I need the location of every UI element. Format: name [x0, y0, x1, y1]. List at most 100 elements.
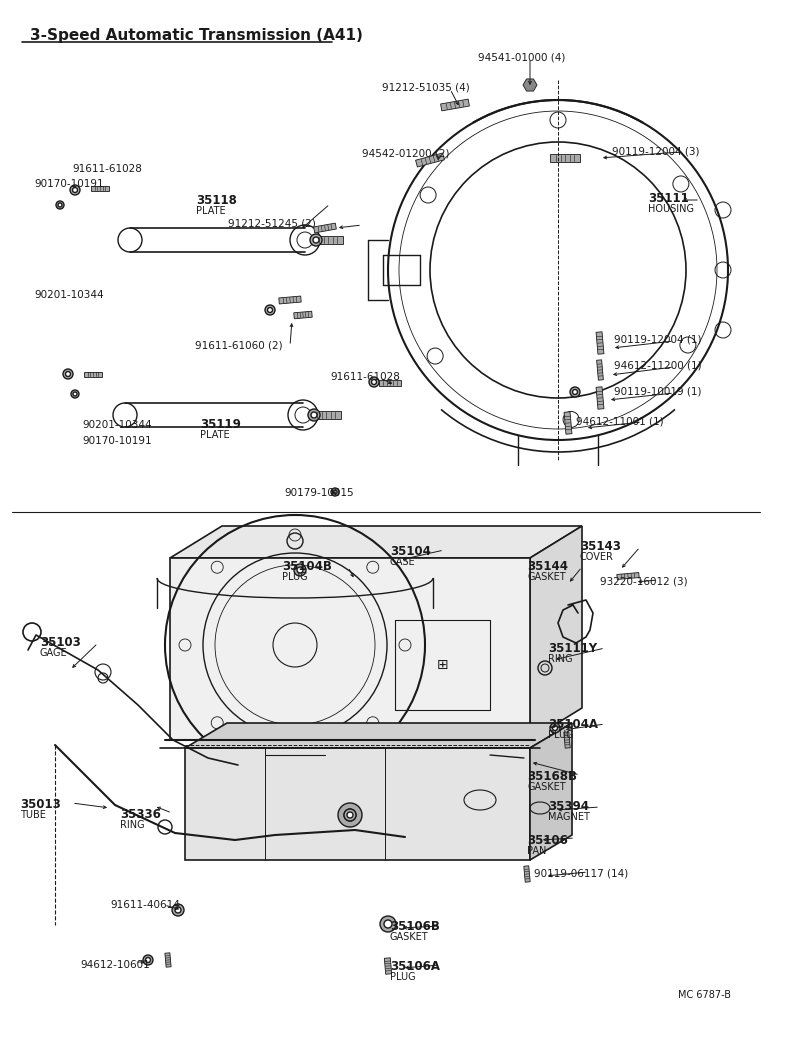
- Text: HOUSING: HOUSING: [648, 204, 694, 214]
- Text: GAGE: GAGE: [40, 648, 67, 658]
- Text: GASKET: GASKET: [527, 782, 565, 792]
- Circle shape: [70, 185, 80, 195]
- Polygon shape: [530, 723, 572, 860]
- Circle shape: [308, 410, 320, 421]
- Circle shape: [58, 203, 62, 207]
- Text: 35394: 35394: [548, 800, 589, 813]
- Text: GASKET: GASKET: [390, 932, 428, 942]
- Polygon shape: [550, 154, 580, 162]
- Polygon shape: [596, 386, 604, 410]
- Polygon shape: [617, 572, 639, 580]
- Text: MAGNET: MAGNET: [548, 812, 590, 822]
- Text: 35013: 35013: [20, 798, 61, 811]
- Circle shape: [333, 490, 337, 493]
- Polygon shape: [314, 224, 337, 233]
- Text: 94612-11200 (1): 94612-11200 (1): [614, 360, 702, 370]
- Text: 35106A: 35106A: [390, 960, 440, 973]
- Text: 35111: 35111: [648, 192, 689, 205]
- Polygon shape: [416, 153, 444, 167]
- Circle shape: [347, 812, 353, 818]
- Text: 90201-10344: 90201-10344: [82, 420, 151, 430]
- Circle shape: [268, 308, 272, 313]
- Text: 35168B: 35168B: [527, 770, 577, 783]
- Text: 90201-10344: 90201-10344: [34, 290, 104, 300]
- Circle shape: [369, 377, 379, 387]
- Circle shape: [146, 958, 150, 963]
- Circle shape: [73, 392, 77, 396]
- Polygon shape: [524, 866, 530, 882]
- Text: 35104A: 35104A: [548, 718, 598, 731]
- Text: 35118: 35118: [196, 194, 237, 207]
- Polygon shape: [384, 958, 392, 974]
- Polygon shape: [596, 360, 604, 380]
- Text: 35119: 35119: [200, 418, 241, 430]
- Text: 35104B: 35104B: [282, 560, 332, 573]
- Text: PLATE: PLATE: [196, 206, 226, 216]
- Text: 90170-10191: 90170-10191: [82, 436, 151, 446]
- Circle shape: [73, 188, 78, 192]
- Text: 90119-12004 (1): 90119-12004 (1): [614, 335, 702, 345]
- Text: COVER: COVER: [580, 552, 614, 562]
- Polygon shape: [170, 558, 530, 740]
- Circle shape: [311, 412, 317, 418]
- Text: 91212-51245 (2): 91212-51245 (2): [228, 218, 316, 228]
- Text: GASKET: GASKET: [527, 572, 565, 582]
- Circle shape: [344, 808, 356, 821]
- Circle shape: [371, 379, 376, 384]
- Text: ⊞: ⊞: [436, 658, 448, 672]
- Text: PLUG: PLUG: [390, 972, 416, 982]
- Text: 94612-11001 (1): 94612-11001 (1): [576, 416, 664, 426]
- Polygon shape: [564, 732, 570, 749]
- Polygon shape: [313, 236, 343, 244]
- Text: 93220-16012 (3): 93220-16012 (3): [600, 576, 687, 586]
- Circle shape: [344, 808, 356, 821]
- Circle shape: [553, 726, 558, 731]
- Text: 91611-61028: 91611-61028: [72, 164, 142, 174]
- Polygon shape: [294, 311, 312, 319]
- Text: 35104: 35104: [390, 545, 431, 558]
- Circle shape: [71, 390, 79, 398]
- Polygon shape: [84, 372, 102, 377]
- Polygon shape: [530, 526, 582, 740]
- Text: 91212-51035 (4): 91212-51035 (4): [382, 83, 470, 93]
- Polygon shape: [311, 411, 341, 419]
- Text: 94542-01200 (2): 94542-01200 (2): [362, 148, 450, 158]
- Text: PLATE: PLATE: [200, 430, 230, 440]
- Text: PLUG: PLUG: [548, 730, 573, 740]
- Circle shape: [550, 723, 560, 733]
- Text: 91611-40614: 91611-40614: [110, 900, 180, 910]
- Polygon shape: [185, 748, 530, 860]
- Circle shape: [310, 234, 322, 246]
- Text: 35143: 35143: [580, 540, 621, 553]
- Text: RING: RING: [548, 654, 573, 664]
- Circle shape: [294, 564, 306, 576]
- Polygon shape: [279, 296, 301, 303]
- Polygon shape: [596, 332, 604, 354]
- Circle shape: [63, 369, 73, 379]
- Circle shape: [313, 237, 319, 243]
- Text: 91611-61060 (2): 91611-61060 (2): [195, 340, 283, 350]
- Circle shape: [573, 390, 577, 395]
- Text: 35111Y: 35111Y: [548, 642, 597, 655]
- Text: 35103: 35103: [40, 636, 81, 649]
- Text: 90119-06117 (14): 90119-06117 (14): [534, 868, 628, 878]
- Circle shape: [56, 201, 64, 209]
- Text: PAN: PAN: [527, 846, 546, 856]
- Circle shape: [380, 916, 396, 932]
- Text: 90119-12004 (3): 90119-12004 (3): [612, 147, 699, 157]
- Text: 90170-10191: 90170-10191: [34, 178, 104, 189]
- Text: TUBE: TUBE: [20, 810, 46, 820]
- Text: 35106B: 35106B: [390, 920, 440, 933]
- Polygon shape: [185, 723, 572, 748]
- Polygon shape: [379, 380, 401, 386]
- Polygon shape: [440, 99, 470, 111]
- Text: 3-Speed Automatic Transmission (A41): 3-Speed Automatic Transmission (A41): [30, 28, 363, 43]
- Text: 35144: 35144: [527, 560, 568, 573]
- Circle shape: [384, 920, 392, 928]
- Circle shape: [265, 304, 275, 315]
- Circle shape: [66, 372, 70, 377]
- Circle shape: [338, 803, 362, 827]
- Circle shape: [172, 904, 184, 916]
- Polygon shape: [91, 186, 109, 190]
- Polygon shape: [165, 952, 171, 967]
